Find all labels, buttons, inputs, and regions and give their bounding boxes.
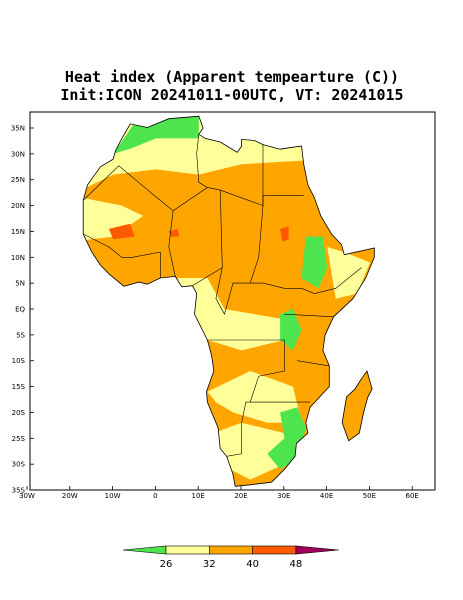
lat-label: 5S [16, 331, 25, 339]
lat-label: 5N [15, 280, 25, 288]
colorbar-label: 48 [290, 559, 303, 570]
lon-label: 40E [320, 492, 333, 500]
lat-label: 30N [11, 150, 25, 158]
lon-label: 20W [62, 492, 78, 500]
lon-label: 50E [363, 492, 376, 500]
lat-label: 25N [11, 176, 25, 184]
lon-label: 10W [105, 492, 121, 500]
colorbar-segment [165, 545, 210, 555]
lat-label: 25S [12, 435, 26, 443]
lon-label: 60E [406, 492, 419, 500]
border [226, 401, 311, 457]
border [192, 267, 223, 286]
coastline [82, 115, 375, 487]
map-frame [29, 111, 436, 491]
colorbar-label: 26 [160, 559, 173, 570]
heat-region [301, 236, 328, 289]
subtitle: Init:ICON 20241011-00UTC, VT: 20241015 [60, 86, 403, 104]
coastline [341, 370, 373, 442]
border [284, 313, 334, 318]
lon-label: 0 [153, 492, 157, 500]
heat-region [280, 309, 302, 351]
border [215, 190, 302, 315]
heat-region [207, 371, 302, 423]
colorbar-low [122, 545, 167, 555]
border [83, 233, 161, 278]
heat-region [177, 278, 285, 351]
colorbar-label: 32 [203, 559, 216, 570]
colorbar-label: 40 [246, 559, 259, 570]
lon-label: 20E [234, 492, 247, 500]
colorbar-high [295, 545, 339, 555]
lat-label: 35S [12, 487, 26, 495]
lat-label: 10N [11, 254, 25, 262]
title: Heat index (Apparent tempearture (C)) [65, 68, 399, 86]
lon-label: 30E [277, 492, 290, 500]
heat-region [327, 247, 370, 299]
border [297, 360, 330, 367]
border [196, 134, 208, 188]
heat-region [168, 228, 180, 237]
border [249, 144, 264, 284]
colorbar-segment [209, 545, 253, 555]
lat-label: EQ [15, 306, 25, 314]
heat-region [83, 195, 144, 242]
lat-label: 15S [12, 383, 26, 391]
heat-region [113, 116, 199, 154]
lat-label: 35N [11, 125, 25, 133]
colorbar-segment [252, 545, 297, 555]
heat-region [280, 226, 289, 242]
lat-label: 20S [12, 409, 26, 417]
lat-label: 30S [12, 461, 26, 469]
border [301, 267, 362, 294]
border [207, 339, 285, 403]
lat-label: 15N [11, 228, 25, 236]
lat-label: 10S [12, 357, 26, 365]
lat-label: 20N [11, 202, 25, 210]
lon-label: 10E [192, 492, 205, 500]
lon-label: 30W [19, 492, 35, 500]
border [168, 210, 176, 277]
heat-region [108, 223, 135, 240]
